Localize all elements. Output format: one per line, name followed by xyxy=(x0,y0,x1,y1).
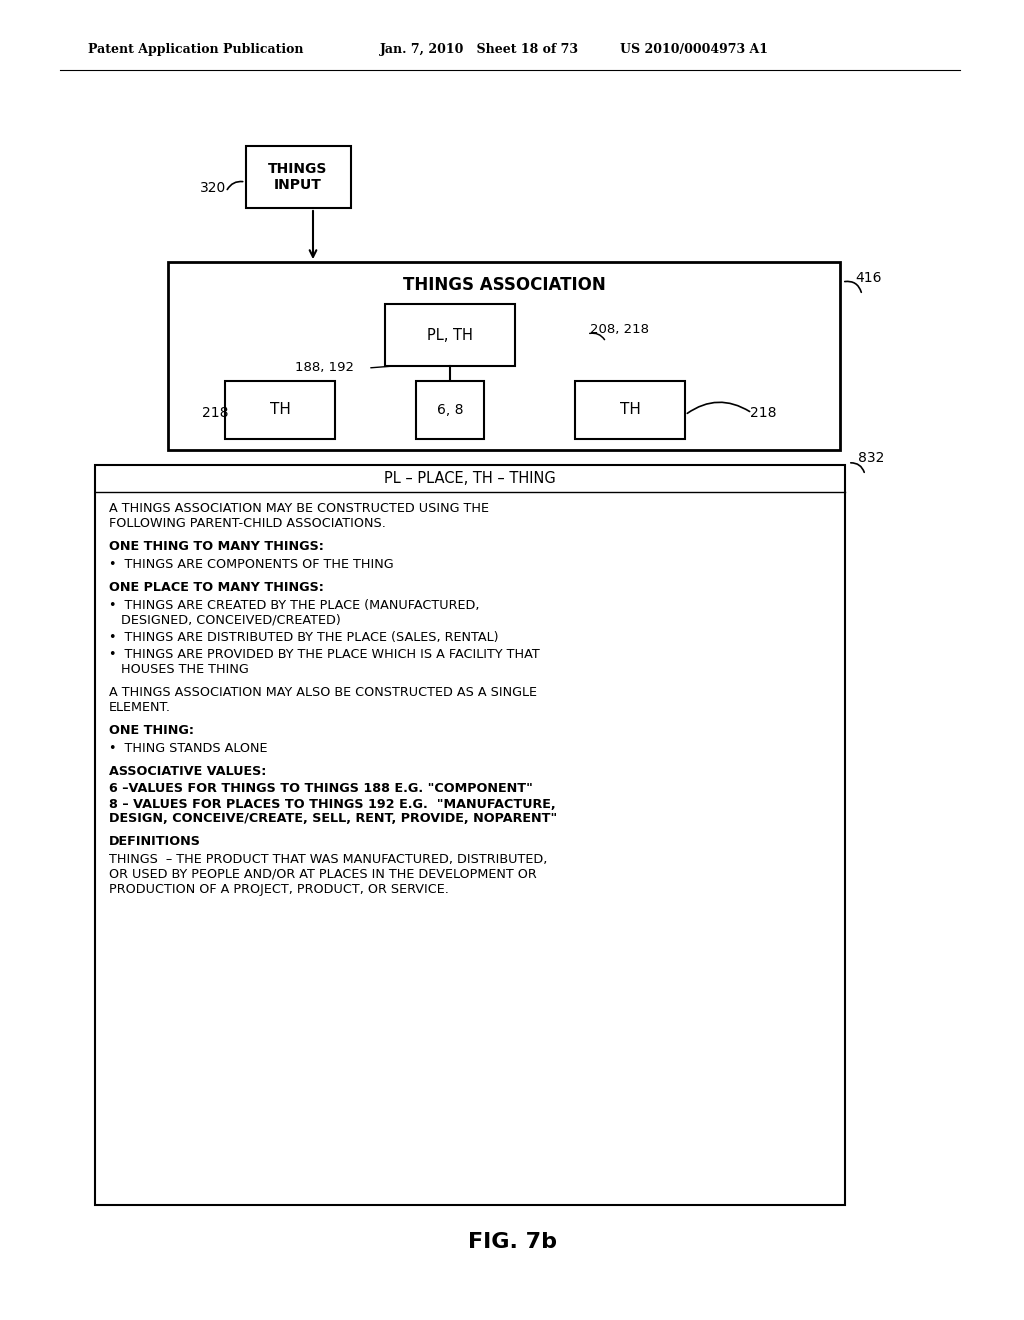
Bar xyxy=(225,381,335,440)
Text: TH: TH xyxy=(620,403,640,417)
Text: PL – PLACE, TH – THING: PL – PLACE, TH – THING xyxy=(384,471,556,486)
Text: •  THINGS ARE CREATED BY THE PLACE (MANUFACTURED,
   DESIGNED, CONCEIVED/CREATED: • THINGS ARE CREATED BY THE PLACE (MANUF… xyxy=(109,598,479,627)
Bar xyxy=(168,261,840,450)
Text: Patent Application Publication: Patent Application Publication xyxy=(88,44,303,57)
Text: FIG. 7b: FIG. 7b xyxy=(468,1232,556,1251)
Text: ONE PLACE TO MANY THINGS:: ONE PLACE TO MANY THINGS: xyxy=(109,581,324,594)
Text: ASSOCIATIVE VALUES:: ASSOCIATIVE VALUES: xyxy=(109,766,266,777)
Text: 416: 416 xyxy=(855,271,882,285)
Text: TH: TH xyxy=(269,403,291,417)
Bar xyxy=(385,304,515,366)
Text: •  THINGS ARE PROVIDED BY THE PLACE WHICH IS A FACILITY THAT
   HOUSES THE THING: • THINGS ARE PROVIDED BY THE PLACE WHICH… xyxy=(109,648,540,676)
Bar xyxy=(575,381,685,440)
Text: 218: 218 xyxy=(750,407,776,420)
Text: A THINGS ASSOCIATION MAY ALSO BE CONSTRUCTED AS A SINGLE
ELEMENT.: A THINGS ASSOCIATION MAY ALSO BE CONSTRU… xyxy=(109,686,537,714)
Text: 208, 218: 208, 218 xyxy=(590,323,649,337)
Text: 6 –VALUES FOR THINGS TO THINGS 188 E.G. "COMPONENT"
8 – VALUES FOR PLACES TO THI: 6 –VALUES FOR THINGS TO THINGS 188 E.G. … xyxy=(109,783,557,825)
Bar xyxy=(95,465,845,1205)
Text: THINGS  – THE PRODUCT THAT WAS MANUFACTURED, DISTRIBUTED,
OR USED BY PEOPLE AND/: THINGS – THE PRODUCT THAT WAS MANUFACTUR… xyxy=(109,853,548,895)
Text: DEFINITIONS: DEFINITIONS xyxy=(109,836,201,847)
Text: 320: 320 xyxy=(200,181,226,195)
Bar xyxy=(246,147,350,209)
Text: ONE THING TO MANY THINGS:: ONE THING TO MANY THINGS: xyxy=(109,540,324,553)
Text: 832: 832 xyxy=(858,451,885,465)
Text: •  THINGS ARE DISTRIBUTED BY THE PLACE (SALES, RENTAL): • THINGS ARE DISTRIBUTED BY THE PLACE (S… xyxy=(109,631,499,644)
Text: 218: 218 xyxy=(202,407,228,420)
Text: •  THINGS ARE COMPONENTS OF THE THING: • THINGS ARE COMPONENTS OF THE THING xyxy=(109,557,393,570)
Text: 6, 8: 6, 8 xyxy=(437,403,463,417)
Text: 188, 192: 188, 192 xyxy=(295,362,354,375)
Text: ONE THING:: ONE THING: xyxy=(109,723,194,737)
Text: PL, TH: PL, TH xyxy=(427,327,473,342)
Text: Jan. 7, 2010   Sheet 18 of 73: Jan. 7, 2010 Sheet 18 of 73 xyxy=(380,44,579,57)
Text: THINGS
INPUT: THINGS INPUT xyxy=(268,162,328,193)
Text: •  THING STANDS ALONE: • THING STANDS ALONE xyxy=(109,742,267,755)
Text: A THINGS ASSOCIATION MAY BE CONSTRUCTED USING THE
FOLLOWING PARENT-CHILD ASSOCIA: A THINGS ASSOCIATION MAY BE CONSTRUCTED … xyxy=(109,502,489,531)
Text: THINGS ASSOCIATION: THINGS ASSOCIATION xyxy=(402,276,605,294)
Bar xyxy=(416,381,484,440)
Text: US 2010/0004973 A1: US 2010/0004973 A1 xyxy=(620,44,768,57)
